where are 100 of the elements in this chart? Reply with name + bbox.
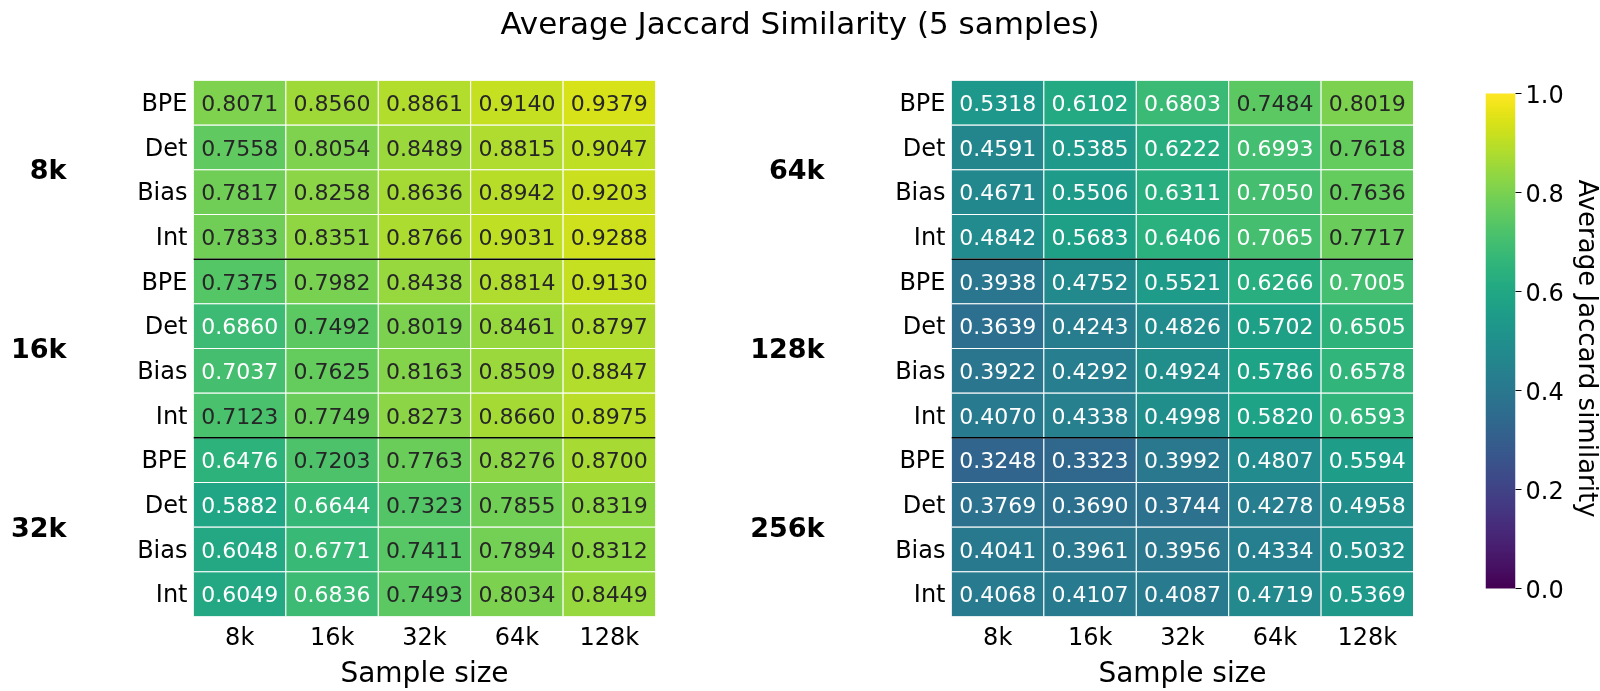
data-label: 0.8054 — [293, 135, 371, 161]
data-label: 0.4107 — [1051, 582, 1129, 608]
y-tick-label: Int — [913, 580, 946, 609]
color-bar-title: Average Jaccard similarity — [1572, 179, 1600, 518]
data-label: 0.6222 — [1144, 135, 1221, 161]
data-label: 0.7625 — [293, 358, 371, 384]
data-label: 0.3248 — [959, 448, 1037, 474]
data-label: 0.7005 — [1328, 269, 1406, 295]
data-label: 0.8975 — [570, 403, 648, 429]
data-label: 0.4807 — [1236, 448, 1314, 474]
data-label: 0.8509 — [478, 358, 556, 384]
color-bar-label: 0.8 — [1525, 179, 1564, 208]
data-label: 0.7618 — [1328, 135, 1406, 161]
data-label: 0.8312 — [570, 537, 648, 563]
data-label: 0.6266 — [1236, 269, 1314, 295]
data-label: 0.4041 — [959, 537, 1037, 563]
data-label: 0.8319 — [570, 492, 648, 518]
color-bar-label: 0.6 — [1525, 278, 1564, 307]
data-label: 0.3961 — [1051, 537, 1129, 563]
data-label: 0.7492 — [293, 314, 371, 340]
color-bar-label: 0.2 — [1525, 476, 1564, 505]
data-label: 0.8489 — [386, 135, 463, 161]
y-tick-label: Int — [155, 401, 188, 430]
data-label: 0.9140 — [478, 90, 556, 116]
y-tick-label: Int — [155, 580, 188, 609]
data-label: 0.8861 — [386, 90, 463, 116]
y-tick-label: BPE — [141, 88, 188, 117]
data-label: 0.8438 — [386, 269, 463, 295]
y-tick-label: Bias — [137, 535, 188, 564]
color-bar-label: 0.4 — [1525, 377, 1564, 406]
y-tick-label: Int — [913, 401, 946, 430]
x-tick-label: 16k — [309, 622, 355, 651]
data-label: 0.8019 — [1328, 90, 1406, 116]
data-label: 0.6771 — [293, 537, 371, 563]
data-label: 0.8351 — [293, 224, 371, 250]
data-label: 0.8034 — [478, 582, 556, 608]
text: 32k — [10, 511, 68, 543]
y-tick-label: Det — [902, 312, 946, 341]
data-label: 0.6102 — [1051, 90, 1129, 116]
y-tick-label: BPE — [899, 88, 946, 117]
data-label: 0.5385 — [1051, 135, 1129, 161]
data-label: 0.4719 — [1236, 582, 1314, 608]
data-label: 0.6476 — [201, 448, 279, 474]
x-tick-label: 128k — [579, 622, 640, 651]
data-label: 0.7558 — [201, 135, 279, 161]
data-label: 0.5702 — [1236, 314, 1314, 340]
color-bar-label: 0.0 — [1525, 575, 1564, 604]
x-tick-label: 64k — [494, 622, 540, 651]
y-tick-label: BPE — [141, 446, 188, 475]
data-label: 0.8276 — [478, 448, 556, 474]
color-bar-label: 1.0 — [1525, 80, 1564, 109]
text: 128k — [750, 333, 826, 364]
data-label: 0.4826 — [1144, 314, 1221, 340]
y-tick-label: BPE — [899, 446, 946, 475]
x-tick-label: 32k — [1160, 622, 1205, 651]
data-label: 0.6048 — [201, 537, 279, 563]
data-label: 0.8163 — [386, 358, 463, 384]
data-label: 0.7411 — [386, 537, 463, 563]
data-label: 0.7323 — [386, 492, 463, 518]
x-tick-label: 64k — [1252, 622, 1298, 651]
data-label: 0.7065 — [1236, 224, 1314, 250]
data-label: 0.4338 — [1051, 403, 1129, 429]
y-tick-label: Bias — [895, 356, 946, 385]
data-label: 0.9288 — [570, 224, 648, 250]
data-label: 0.5521 — [1144, 269, 1221, 295]
data-label: 0.7203 — [293, 448, 371, 474]
data-label: 0.3769 — [959, 492, 1037, 518]
data-label: 0.8766 — [386, 224, 463, 250]
data-label: 0.8258 — [293, 180, 371, 206]
data-label: 0.8700 — [570, 448, 648, 474]
data-label: 0.4334 — [1236, 537, 1314, 563]
data-label: 0.5786 — [1236, 358, 1314, 384]
data-label: 0.7833 — [201, 224, 279, 250]
data-label: 0.3323 — [1051, 448, 1129, 474]
data-label: 0.6593 — [1328, 403, 1406, 429]
x-tick-label: 8k — [983, 622, 1013, 651]
data-label: 0.5594 — [1328, 448, 1406, 474]
data-label: 0.5820 — [1236, 403, 1314, 429]
data-label: 0.7493 — [386, 582, 463, 608]
data-label: 0.5683 — [1051, 224, 1129, 250]
data-label: 0.7982 — [293, 269, 371, 295]
data-label: 0.5032 — [1328, 537, 1406, 563]
data-label: 0.6644 — [293, 492, 371, 518]
data-label: 0.8071 — [201, 90, 279, 116]
y-tick-label: Det — [144, 490, 188, 519]
y-tick-label: Bias — [895, 178, 946, 207]
x-tick-label: 8k — [225, 622, 255, 651]
data-label: 0.8942 — [478, 180, 556, 206]
x-axis-title: Sample size — [1098, 655, 1267, 689]
data-label: 0.3690 — [1051, 492, 1129, 518]
data-label: 0.4752 — [1051, 269, 1129, 295]
data-label: 0.6860 — [201, 314, 279, 340]
y-tick-label: Det — [144, 133, 188, 162]
data-label: 0.4292 — [1051, 358, 1129, 384]
data-label: 0.6406 — [1144, 224, 1221, 250]
data-label: 0.7050 — [1236, 180, 1314, 206]
y-tick-label: Det — [902, 490, 946, 519]
text: Average Jaccard Similarity (5 samples) — [500, 4, 1100, 43]
y-tick-label: Bias — [137, 178, 188, 207]
x-axis-title: Sample size — [340, 655, 509, 689]
